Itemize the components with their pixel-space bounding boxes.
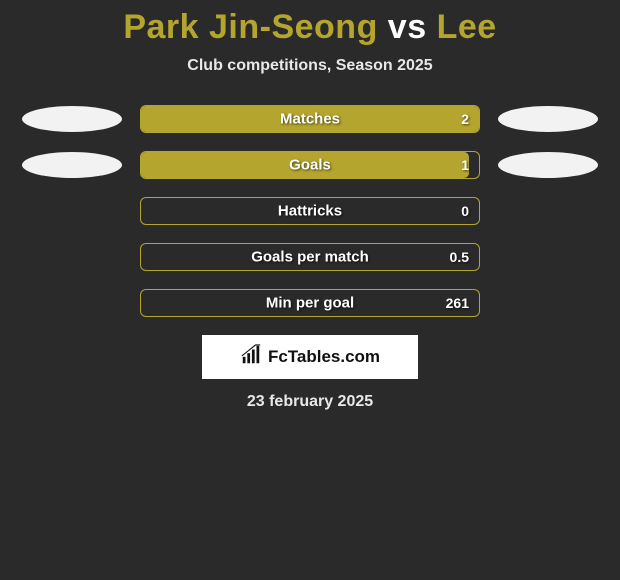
player2-marker bbox=[498, 106, 598, 132]
player1-marker bbox=[22, 106, 122, 132]
brand-text: FcTables.com bbox=[268, 347, 380, 367]
stat-label: Min per goal bbox=[266, 295, 354, 312]
stat-value: 1 bbox=[461, 157, 469, 173]
stat-row: Goals 1 bbox=[0, 151, 620, 179]
marker-spacer bbox=[498, 290, 598, 316]
stat-value: 261 bbox=[446, 295, 469, 311]
date-label: 23 february 2025 bbox=[0, 393, 620, 411]
stat-label: Matches bbox=[280, 111, 340, 128]
player1-name: Park Jin-Seong bbox=[123, 8, 378, 46]
stats-card: Park Jin-Seong vs Lee Club competitions,… bbox=[0, 0, 620, 411]
stat-row: Matches 2 bbox=[0, 105, 620, 133]
stat-value: 0.5 bbox=[450, 249, 469, 265]
stat-bar: Goals 1 bbox=[140, 151, 480, 179]
marker-spacer bbox=[22, 198, 122, 224]
player2-marker bbox=[498, 152, 598, 178]
stat-value: 0 bbox=[461, 203, 469, 219]
stat-bar: Hattricks 0 bbox=[140, 197, 480, 225]
vs-label: vs bbox=[388, 8, 427, 46]
chart-icon bbox=[240, 344, 262, 371]
brand-box[interactable]: FcTables.com bbox=[202, 335, 418, 379]
stat-bar: Goals per match 0.5 bbox=[140, 243, 480, 271]
stat-label: Hattricks bbox=[278, 203, 342, 220]
stats-rows: Matches 2 Goals 1 Hattricks 0 Goals per match 0… bbox=[0, 105, 620, 317]
stat-row: Min per goal 261 bbox=[0, 289, 620, 317]
title: Park Jin-Seong vs Lee bbox=[0, 8, 620, 47]
marker-spacer bbox=[22, 244, 122, 270]
stat-row: Hattricks 0 bbox=[0, 197, 620, 225]
marker-spacer bbox=[498, 244, 598, 270]
stat-label: Goals bbox=[289, 157, 331, 174]
stat-bar: Matches 2 bbox=[140, 105, 480, 133]
subtitle: Club competitions, Season 2025 bbox=[0, 57, 620, 75]
stat-label: Goals per match bbox=[251, 249, 369, 266]
stat-row: Goals per match 0.5 bbox=[0, 243, 620, 271]
stat-value: 2 bbox=[461, 111, 469, 127]
marker-spacer bbox=[22, 290, 122, 316]
marker-spacer bbox=[498, 198, 598, 224]
player1-marker bbox=[22, 152, 122, 178]
stat-bar: Min per goal 261 bbox=[140, 289, 480, 317]
player2-name: Lee bbox=[437, 8, 497, 46]
